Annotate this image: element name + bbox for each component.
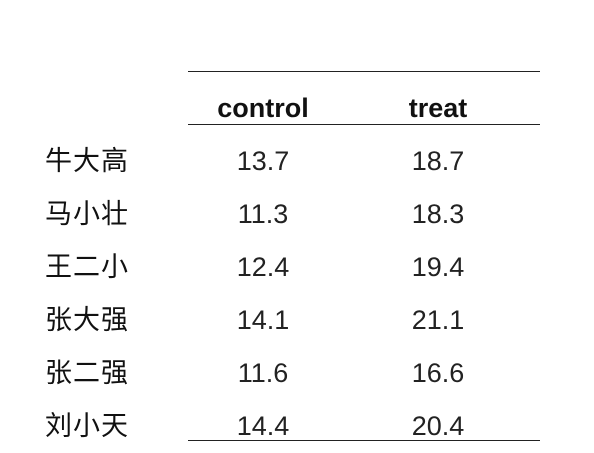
table-top-rule (188, 71, 540, 72)
table-row: 王二小 12.4 19.4 (0, 241, 594, 294)
row-label: 牛大高 (45, 146, 129, 177)
cell-treat: 19.4 (411, 252, 465, 282)
table-row: 牛大高 13.7 18.7 (0, 135, 594, 188)
row-label: 张大强 (45, 305, 129, 336)
table-row: 刘小天 14.4 20.4 (0, 400, 594, 453)
table-row: 张二强 11.6 16.6 (0, 347, 594, 400)
row-label: 刘小天 (45, 411, 129, 442)
table-row: 张大强 14.1 21.1 (0, 294, 594, 347)
row-label: 王二小 (45, 252, 129, 283)
cell-control: 13.7 (236, 146, 290, 176)
cell-treat: 20.4 (411, 411, 465, 441)
table-header-rule (188, 124, 540, 125)
row-label: 马小壮 (45, 199, 129, 230)
cell-treat: 21.1 (411, 305, 465, 335)
column-header-treat: treat (408, 93, 468, 123)
cell-treat: 18.7 (411, 146, 465, 176)
cell-treat: 16.6 (411, 358, 465, 388)
cell-treat: 18.3 (411, 199, 465, 229)
cell-control: 11.6 (237, 358, 289, 388)
cell-control: 14.1 (236, 305, 290, 335)
cell-control: 11.3 (237, 199, 289, 229)
cell-control: 12.4 (236, 252, 290, 282)
row-label: 张二强 (45, 358, 129, 389)
table-row: 马小壮 11.3 18.3 (0, 188, 594, 241)
cell-control: 14.4 (236, 411, 290, 441)
column-header-control: control (217, 93, 309, 123)
table-bottom-rule (188, 440, 540, 441)
